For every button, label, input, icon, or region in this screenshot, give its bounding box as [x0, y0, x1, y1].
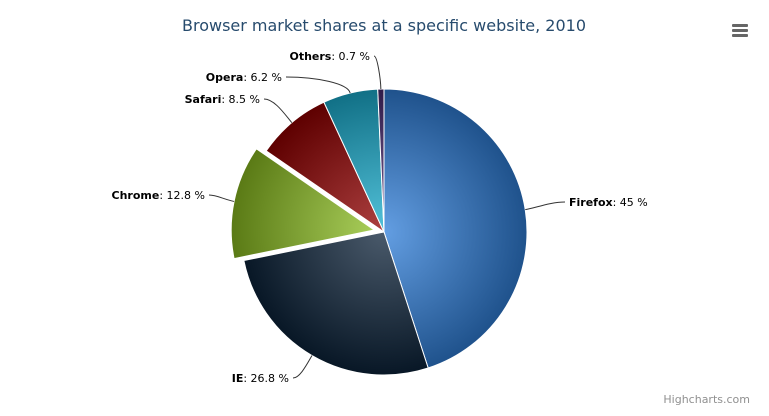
pie-slice-others[interactable]: [377, 88, 385, 233]
connector-others: [373, 55, 382, 90]
connector-ie: [292, 355, 313, 379]
connector-opera: [285, 76, 351, 94]
pie-slice-ie[interactable]: [243, 231, 429, 376]
data-label-chrome: Chrome: 12.8 %: [112, 189, 205, 202]
pie-slice-firefox[interactable]: [383, 88, 528, 369]
connector-firefox: [525, 201, 566, 211]
data-label-others: Others: 0.7 %: [289, 50, 370, 63]
connector-chrome: [208, 194, 235, 202]
hamburger-menu-icon[interactable]: [725, 16, 755, 44]
data-label-opera: Opera: 6.2 %: [206, 71, 282, 84]
chart-title: Browser market shares at a specific webs…: [182, 16, 586, 35]
data-label-ie: IE: 26.8 %: [232, 372, 289, 385]
data-label-firefox: Firefox: 45 %: [569, 196, 648, 209]
credits-link[interactable]: Highcharts.com: [663, 393, 750, 406]
connector-safari: [263, 98, 293, 124]
data-label-safari: Safari: 8.5 %: [185, 93, 260, 106]
